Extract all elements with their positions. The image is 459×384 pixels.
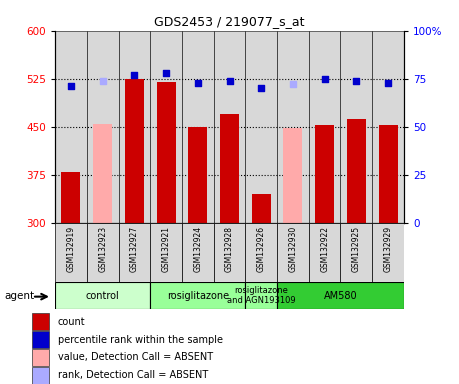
Bar — [372, 31, 404, 223]
Bar — [246, 223, 277, 282]
Text: GSM132921: GSM132921 — [162, 226, 171, 272]
Title: GDS2453 / 219077_s_at: GDS2453 / 219077_s_at — [154, 15, 305, 28]
Bar — [150, 223, 182, 282]
Bar — [182, 31, 213, 223]
Point — [257, 85, 265, 91]
Bar — [87, 31, 118, 223]
Bar — [125, 79, 144, 223]
Text: rosiglitazone
and AGN193109: rosiglitazone and AGN193109 — [227, 286, 296, 305]
Bar — [118, 31, 150, 223]
Bar — [283, 128, 302, 223]
Text: GSM132929: GSM132929 — [384, 226, 392, 272]
Bar — [118, 223, 150, 282]
Point — [67, 83, 75, 89]
Point — [99, 78, 106, 84]
Bar — [252, 194, 271, 223]
Point — [321, 76, 328, 82]
Bar — [182, 223, 213, 282]
Bar — [55, 31, 87, 223]
Bar — [277, 31, 309, 223]
Text: GSM132928: GSM132928 — [225, 226, 234, 272]
Text: rosiglitazone: rosiglitazone — [167, 291, 229, 301]
Bar — [277, 282, 404, 309]
Text: rank, Detection Call = ABSENT: rank, Detection Call = ABSENT — [58, 370, 208, 380]
Text: count: count — [58, 317, 85, 327]
Bar — [341, 31, 372, 223]
Bar — [246, 31, 277, 223]
Bar — [32, 367, 49, 384]
Text: percentile rank within the sample: percentile rank within the sample — [58, 334, 223, 344]
Point — [353, 78, 360, 84]
Text: GSM132925: GSM132925 — [352, 226, 361, 272]
Bar — [347, 119, 366, 223]
Point — [131, 72, 138, 78]
Bar — [188, 127, 207, 223]
Text: GSM132922: GSM132922 — [320, 226, 329, 272]
Bar — [32, 331, 49, 348]
Bar — [315, 125, 334, 223]
Bar — [277, 223, 309, 282]
Bar — [62, 172, 80, 223]
Bar — [157, 82, 176, 223]
Bar — [372, 223, 404, 282]
Text: AM580: AM580 — [324, 291, 357, 301]
Text: agent: agent — [5, 291, 35, 301]
Point — [226, 78, 233, 84]
Bar — [32, 349, 49, 366]
Bar — [309, 31, 341, 223]
Bar — [87, 223, 118, 282]
Text: GSM132923: GSM132923 — [98, 226, 107, 272]
Bar — [55, 223, 87, 282]
Bar — [246, 282, 277, 309]
Bar — [150, 282, 246, 309]
Text: GSM132926: GSM132926 — [257, 226, 266, 272]
Bar — [150, 31, 182, 223]
Bar — [55, 282, 150, 309]
Bar — [220, 114, 239, 223]
Bar — [341, 223, 372, 282]
Bar — [213, 223, 246, 282]
Bar — [379, 126, 397, 223]
Text: GSM132919: GSM132919 — [67, 226, 75, 272]
Bar — [32, 313, 49, 330]
Bar — [213, 31, 246, 223]
Point — [384, 79, 392, 86]
Bar — [93, 124, 112, 223]
Text: value, Detection Call = ABSENT: value, Detection Call = ABSENT — [58, 353, 213, 362]
Text: GSM132930: GSM132930 — [288, 226, 297, 272]
Point — [162, 70, 170, 76]
Point — [194, 79, 202, 86]
Text: control: control — [86, 291, 119, 301]
Bar — [309, 223, 341, 282]
Text: GSM132924: GSM132924 — [193, 226, 202, 272]
Text: GSM132927: GSM132927 — [130, 226, 139, 272]
Point — [289, 81, 297, 88]
